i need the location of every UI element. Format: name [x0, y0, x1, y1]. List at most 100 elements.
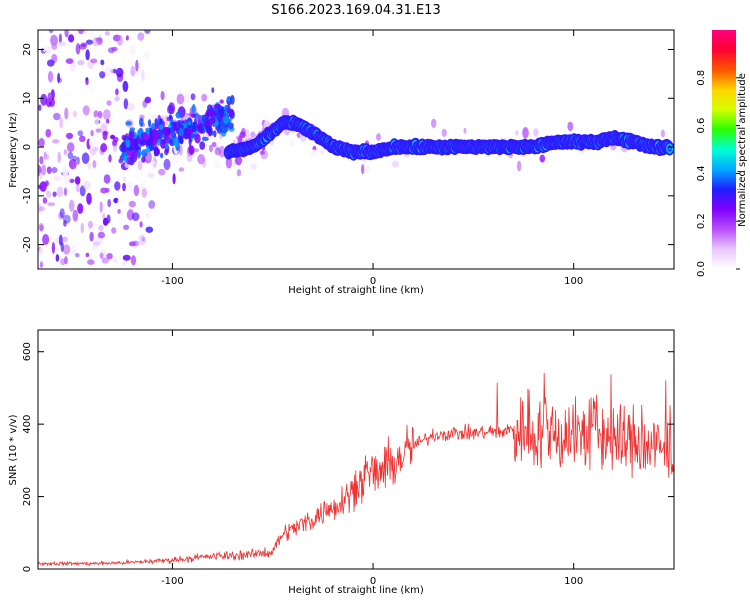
noise-blob: [129, 127, 136, 132]
noise-blob: [89, 87, 96, 95]
spectrogram-signal-track: [223, 114, 674, 161]
noise-blob: [41, 164, 47, 176]
noise-blob: [154, 118, 159, 126]
spectrogram-y-ticks: -20 -10 0 10 20: [22, 43, 674, 253]
noise-blob: [102, 217, 109, 226]
noise-blob: [39, 206, 45, 212]
noise-blob: [244, 156, 250, 165]
noise-blob: [190, 113, 197, 118]
noise-blob: [85, 39, 94, 45]
noise-blob: [141, 156, 146, 163]
noise-blob: [51, 167, 58, 174]
noise-blob: [56, 186, 64, 197]
snr-series: [38, 372, 674, 567]
noise-blob: [130, 255, 137, 266]
noise-blob: [89, 231, 94, 242]
noise-blob: [660, 129, 666, 138]
noise-blob: [92, 37, 100, 47]
noise-blob: [45, 128, 52, 138]
noise-blob: [74, 176, 81, 185]
noise-blob: [93, 110, 99, 118]
y-tick-label: -20: [22, 236, 33, 252]
noise-blob: [98, 224, 104, 231]
noise-blob: [178, 167, 185, 172]
snr-frame: [37, 329, 675, 570]
noise-blob: [211, 87, 215, 93]
spectrogram-x-ticks: -100 0 100: [161, 30, 583, 287]
noise-blob: [147, 119, 152, 128]
noise-blob: [47, 92, 53, 102]
y-tick-label: 200: [22, 487, 33, 506]
colorbar-gradient: [712, 30, 736, 269]
noise-blob: [95, 128, 102, 133]
noise-blob: [106, 119, 110, 124]
noise-blob: [135, 59, 139, 72]
noise-blob: [168, 114, 172, 120]
signal-mark: [668, 146, 671, 151]
noise-blob: [53, 112, 61, 121]
noise-blob: [63, 149, 68, 156]
noise-blob: [133, 151, 138, 158]
noise-blob: [137, 151, 141, 159]
noise-blob: [259, 150, 265, 155]
noise-blob: [53, 175, 62, 182]
noise-blob: [188, 137, 192, 147]
noise-blob: [250, 131, 256, 138]
noise-blob: [38, 104, 42, 111]
snr-y-ticks: 0 200 400 600: [22, 342, 674, 572]
noise-blob: [90, 58, 98, 64]
noise-blob: [87, 259, 95, 265]
noise-blob: [392, 160, 400, 168]
colorbar-tick-label: 0.4: [696, 165, 707, 181]
noise-blob: [46, 46, 52, 54]
noise-blob: [77, 130, 84, 137]
noise-blob: [108, 154, 112, 163]
noise-blob: [163, 158, 171, 171]
noise-blob: [141, 69, 145, 82]
noise-blob: [80, 42, 88, 47]
noise-blob: [190, 93, 196, 101]
noise-blob: [38, 222, 44, 232]
noise-blob: [197, 154, 206, 165]
noise-blob: [125, 121, 132, 126]
noise-blob: [142, 100, 148, 108]
noise-blob: [207, 104, 213, 111]
noise-blob: [97, 231, 105, 239]
y-tick-label: 20: [22, 43, 33, 56]
y-tick-label: 10: [22, 92, 33, 105]
y-tick-label: 0: [22, 566, 33, 572]
y-tick-label: 0: [22, 144, 33, 150]
noise-blob: [104, 31, 111, 36]
noise-blob: [234, 155, 243, 166]
noise-blob: [87, 162, 92, 170]
noise-blob: [230, 94, 235, 105]
noise-blob: [65, 58, 74, 64]
snr-panel: -100 0 100 0 200 400 600 Height of straight l…: [8, 329, 675, 596]
noise-blob: [42, 234, 50, 245]
noise-blob: [225, 157, 233, 169]
noise-blob: [92, 160, 97, 169]
noise-blob: [250, 163, 257, 170]
noise-blob: [92, 241, 100, 247]
noise-blob: [171, 155, 179, 165]
y-tick-label: 600: [22, 342, 33, 361]
noise-blob: [186, 128, 192, 136]
noise-blob: [55, 254, 60, 262]
noise-blob: [159, 124, 164, 131]
noise-blob: [201, 114, 207, 124]
noise-blob: [99, 252, 104, 259]
noise-blob: [123, 224, 130, 230]
noise-blob: [123, 155, 128, 163]
noise-blob: [463, 127, 467, 134]
noise-blob: [152, 139, 158, 147]
noise-blob: [320, 148, 325, 155]
noise-blob: [208, 144, 213, 153]
noise-blob: [75, 43, 81, 55]
noise-blob: [172, 173, 176, 185]
noise-blob: [144, 96, 152, 104]
noise-blob: [80, 222, 85, 234]
noise-blob: [140, 94, 145, 103]
colorbar-tick-label: 0.8: [696, 70, 707, 86]
noise-blob: [133, 132, 137, 140]
